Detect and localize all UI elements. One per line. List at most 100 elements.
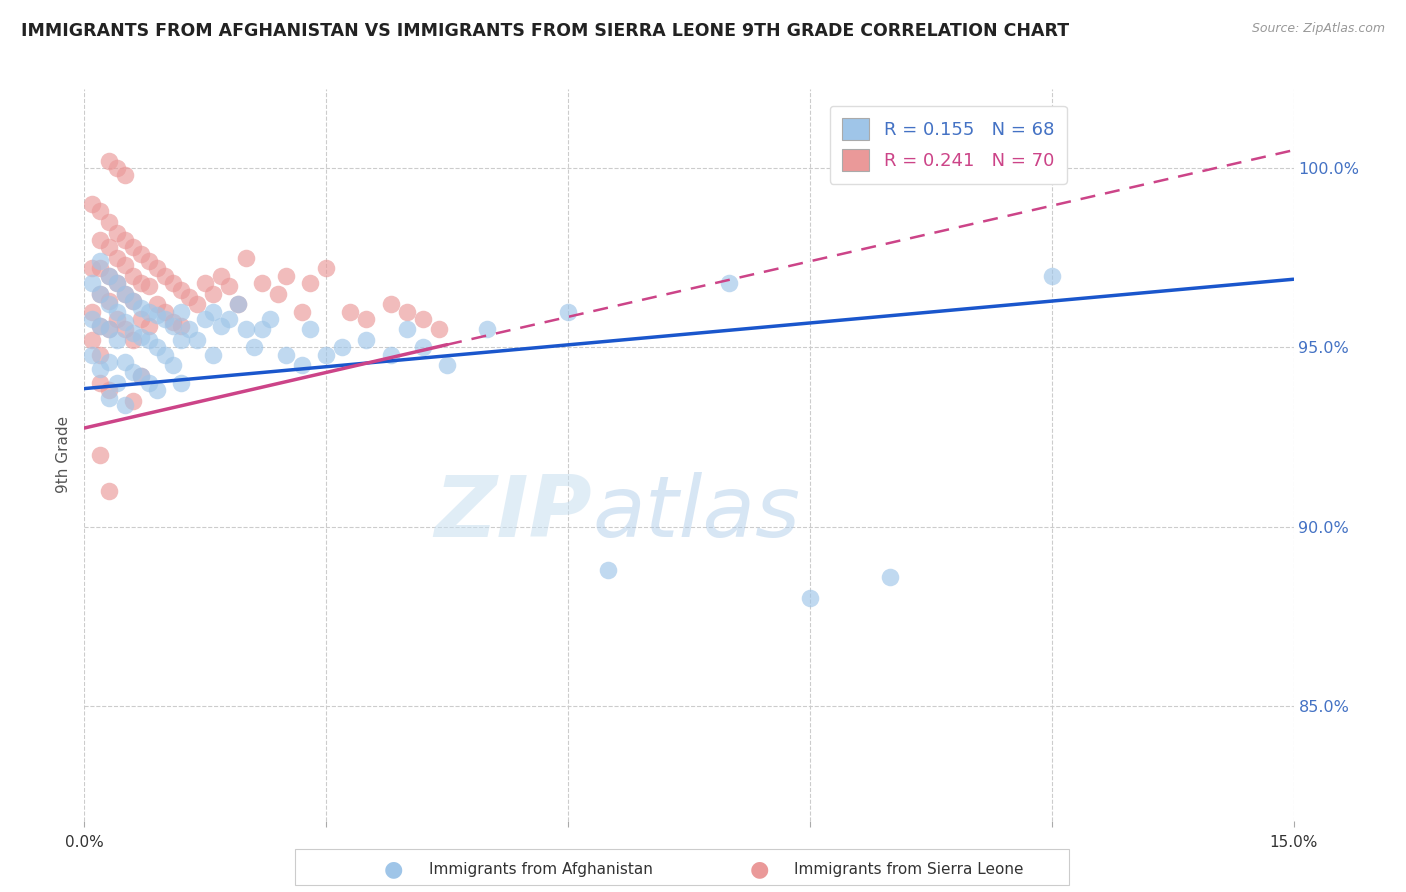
Point [82, 333, 104, 347]
Point [356, 333, 378, 347]
Text: ●: ● [384, 860, 404, 880]
Point [299, 322, 322, 336]
Point [226, 297, 249, 311]
Point [121, 293, 143, 308]
Point [146, 261, 169, 276]
Point [97, 240, 120, 254]
Point [146, 384, 169, 398]
Point [291, 359, 314, 373]
Point [170, 304, 193, 318]
Point [97, 322, 120, 336]
Point [97, 384, 120, 398]
Point [82, 304, 104, 318]
Point [97, 322, 120, 336]
Point [250, 276, 273, 290]
Point [162, 318, 184, 333]
Point [105, 333, 128, 347]
Point [235, 322, 257, 336]
Text: ●: ● [749, 860, 769, 880]
Point [153, 311, 176, 326]
Point [395, 304, 418, 318]
Point [226, 297, 249, 311]
Point [114, 258, 136, 272]
Point [799, 591, 821, 606]
Point [89, 261, 111, 276]
Point [477, 322, 499, 336]
Point [267, 286, 290, 301]
Point [121, 268, 143, 283]
Text: 15.0%: 15.0% [1270, 835, 1317, 850]
Point [97, 354, 120, 368]
Point [121, 333, 143, 347]
Point [121, 326, 143, 340]
Point [105, 251, 128, 265]
Point [194, 311, 217, 326]
Point [235, 251, 257, 265]
Point [97, 215, 120, 229]
Point [97, 268, 120, 283]
Point [202, 347, 225, 361]
Point [218, 279, 240, 293]
Point [89, 204, 111, 219]
Text: ZIP: ZIP [434, 472, 592, 555]
Point [380, 347, 402, 361]
Point [114, 398, 136, 412]
Point [412, 311, 434, 326]
Point [82, 197, 104, 211]
Point [97, 268, 120, 283]
Point [114, 233, 136, 247]
Point [170, 318, 193, 333]
Point [97, 297, 120, 311]
Point [138, 318, 160, 333]
Point [356, 311, 378, 326]
Point [89, 254, 111, 268]
Point [114, 315, 136, 329]
Point [194, 276, 217, 290]
Point [89, 318, 111, 333]
Point [105, 161, 128, 175]
Point [97, 293, 120, 308]
Point [1040, 268, 1063, 283]
Point [89, 286, 111, 301]
Point [89, 448, 111, 462]
Point [97, 483, 120, 498]
Point [129, 247, 152, 261]
Point [82, 276, 104, 290]
Point [315, 347, 337, 361]
Point [121, 240, 143, 254]
Point [138, 254, 160, 268]
Point [146, 297, 169, 311]
Point [330, 340, 353, 354]
Point [105, 376, 128, 391]
Point [259, 311, 281, 326]
Point [138, 304, 160, 318]
Point [121, 366, 143, 380]
Point [291, 304, 314, 318]
Point [114, 286, 136, 301]
Point [153, 268, 176, 283]
Point [138, 333, 160, 347]
Point [170, 376, 193, 391]
Point [162, 359, 184, 373]
Text: Immigrants from Afghanistan: Immigrants from Afghanistan [429, 863, 652, 877]
Point [202, 286, 225, 301]
Point [89, 286, 111, 301]
Point [114, 168, 136, 182]
Legend: R = 0.155   N = 68, R = 0.241   N = 70: R = 0.155 N = 68, R = 0.241 N = 70 [830, 105, 1067, 184]
Point [105, 226, 128, 240]
Point [250, 322, 273, 336]
Point [162, 276, 184, 290]
Point [153, 304, 176, 318]
Point [138, 279, 160, 293]
Point [105, 276, 128, 290]
Point [129, 276, 152, 290]
Text: atlas: atlas [592, 472, 800, 555]
Point [129, 369, 152, 384]
Point [186, 333, 208, 347]
Point [274, 347, 297, 361]
Point [89, 318, 111, 333]
Point [114, 286, 136, 301]
Point [82, 347, 104, 361]
Point [153, 347, 176, 361]
Point [97, 391, 120, 405]
